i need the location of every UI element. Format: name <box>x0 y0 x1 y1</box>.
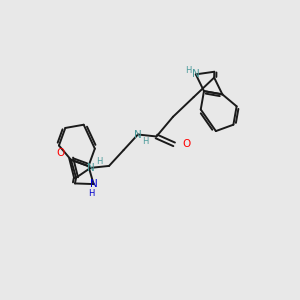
Text: N: N <box>90 179 98 189</box>
Text: H: H <box>142 137 149 146</box>
Text: H: H <box>185 66 191 75</box>
Text: O: O <box>182 139 190 149</box>
Text: N: N <box>192 69 200 80</box>
Text: H: H <box>96 157 103 166</box>
Text: H: H <box>88 189 95 198</box>
Text: N: N <box>87 163 94 173</box>
Text: N: N <box>134 130 142 140</box>
Text: O: O <box>56 148 64 158</box>
